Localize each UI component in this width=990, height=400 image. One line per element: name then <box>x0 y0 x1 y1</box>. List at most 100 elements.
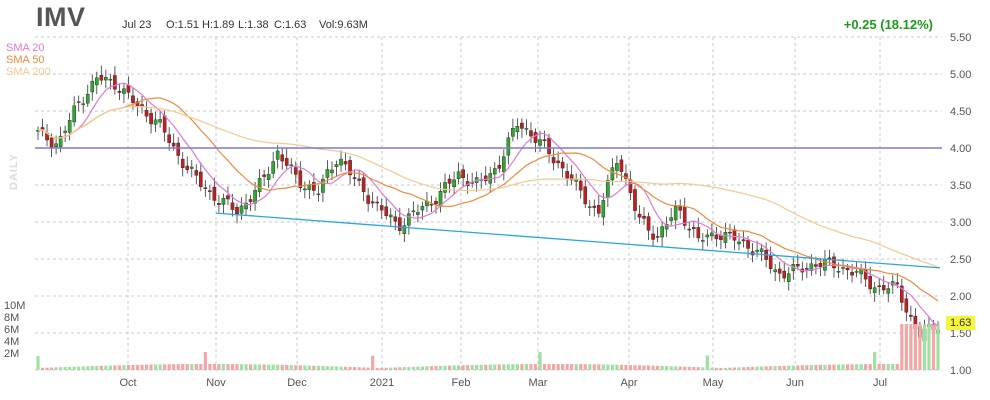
volume-bar <box>900 324 904 370</box>
candle-body <box>578 180 583 191</box>
candle-body <box>262 174 266 177</box>
volume-bar <box>628 365 633 370</box>
candle-body <box>307 185 312 190</box>
volume-bar <box>267 364 271 370</box>
candle-body <box>841 267 845 269</box>
candle-body <box>538 139 542 146</box>
volume-bar <box>769 366 773 370</box>
last-price-tag: 1.63 <box>946 316 976 330</box>
volume-bar <box>538 352 542 370</box>
volume-tick-label: 4M <box>4 336 19 348</box>
volume-bar <box>624 364 628 370</box>
volume-bar <box>574 364 578 370</box>
volume-bar <box>592 364 596 370</box>
price-tick-label: 3.00 <box>950 217 971 229</box>
candle-body <box>818 262 823 267</box>
volume-bar <box>199 364 203 370</box>
candle-body <box>900 285 904 303</box>
candle-body <box>673 205 678 221</box>
volume-bar <box>936 324 940 370</box>
month-tick-label: Feb <box>452 377 471 389</box>
high-value: H:1.89 <box>202 19 235 31</box>
volume-bar <box>167 364 171 370</box>
candle-body <box>153 119 158 125</box>
candle-body <box>533 132 538 143</box>
volume-bar <box>859 364 863 370</box>
candle-body <box>560 161 565 169</box>
candle-body <box>144 110 149 117</box>
volume-bar <box>854 364 859 370</box>
volume-bar <box>271 364 275 370</box>
volume-bar <box>705 355 709 370</box>
volume-bar <box>36 356 40 370</box>
candle-body <box>203 187 208 189</box>
candle-body <box>393 216 398 222</box>
candle-body <box>633 189 637 211</box>
volume-bar <box>343 366 348 370</box>
candle-body <box>836 271 841 273</box>
month-tick-label: 2021 <box>370 377 394 389</box>
candle-body <box>117 91 122 93</box>
volume-bar <box>877 364 881 370</box>
candle-body <box>497 165 502 169</box>
candle-body <box>334 164 339 168</box>
volume-bar <box>380 367 384 370</box>
volume-bar <box>194 364 198 370</box>
volume-bar <box>832 364 836 370</box>
candle-body <box>592 205 597 208</box>
volume-bar <box>927 324 931 370</box>
candle-body <box>515 126 520 132</box>
candle-body <box>642 215 646 219</box>
volume-bar <box>298 365 302 370</box>
volume-bar <box>665 366 669 370</box>
candle-body <box>122 88 126 94</box>
price-tick-label: 3.50 <box>950 180 971 192</box>
candle-body <box>298 170 303 188</box>
candle-body <box>565 171 569 179</box>
volume-bar <box>913 324 917 370</box>
volume-bar <box>203 352 207 370</box>
volume-bar <box>77 366 81 370</box>
volume-bar <box>163 364 167 370</box>
volume-bar <box>325 366 330 370</box>
volume-bar <box>601 364 605 370</box>
candle-body <box>447 178 452 184</box>
price-tick-label: 4.00 <box>950 143 971 155</box>
candle-body <box>40 127 45 130</box>
candle-body <box>646 216 651 231</box>
volume-bar <box>782 365 786 370</box>
volume-bar <box>126 365 131 370</box>
volume-bar <box>895 364 899 370</box>
volume-bar <box>551 364 556 370</box>
candle-body <box>230 202 235 210</box>
candle-body <box>777 268 782 274</box>
candle-body <box>108 78 113 81</box>
candle-body <box>90 81 95 93</box>
candle-body <box>280 154 285 162</box>
volume-bar <box>660 365 664 370</box>
volume-bar <box>68 366 72 370</box>
volume-bar <box>809 365 813 370</box>
volume-tick-label: 6M <box>4 324 19 336</box>
volume-value: Vol:9.63M <box>319 19 368 31</box>
volume-bar <box>524 364 529 370</box>
volume-bar <box>172 364 176 370</box>
candle-body <box>348 160 352 176</box>
candle-body <box>361 177 366 193</box>
volume-bar <box>416 366 420 370</box>
volume-bar <box>533 364 538 370</box>
volume-bar <box>99 365 103 370</box>
candle-body <box>755 249 759 252</box>
volume-bar <box>443 365 447 370</box>
volume-bar <box>520 364 524 370</box>
volume-bar <box>606 364 610 370</box>
candle-body <box>176 142 181 156</box>
volume-bar <box>280 364 284 370</box>
volume-bar <box>561 364 565 370</box>
candle-body <box>257 178 262 192</box>
volume-bar <box>497 364 501 370</box>
volume-bar <box>687 366 691 370</box>
volume-bar <box>637 365 642 370</box>
month-tick-label: Jun <box>786 377 804 389</box>
